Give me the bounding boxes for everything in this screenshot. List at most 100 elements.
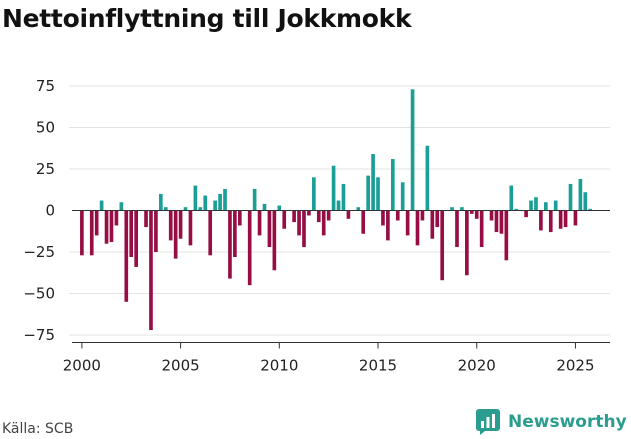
bar: [465, 210, 469, 276]
x-axis: 2000 2005 2010 2015 2020 2025: [63, 342, 610, 375]
bar: [504, 210, 509, 261]
bar: [282, 210, 287, 229]
bar: [134, 210, 138, 267]
bar: [218, 193, 222, 211]
bar: [588, 208, 593, 211]
y-tick-label: 25: [36, 160, 55, 178]
y-tick-label: −75: [23, 326, 55, 344]
bar: [262, 203, 267, 211]
bar: [223, 188, 227, 211]
bar: [109, 210, 114, 243]
bar: [312, 177, 316, 211]
bar: [371, 154, 375, 211]
bar: [247, 210, 252, 286]
bar: [297, 210, 301, 236]
bar: [410, 89, 415, 211]
bar: [573, 210, 578, 226]
bar: [149, 210, 153, 331]
bar: [292, 210, 296, 223]
y-tick-label: 75: [36, 77, 55, 95]
bar: [203, 195, 208, 211]
bar: [578, 178, 583, 211]
bar: [159, 193, 163, 211]
bar: [326, 210, 331, 221]
bar: [331, 165, 336, 211]
bar: [89, 210, 94, 256]
bar: [188, 210, 193, 246]
bar: [548, 210, 553, 233]
bar: [356, 207, 361, 211]
x-tick-label: 2020: [458, 357, 496, 375]
bar: [336, 200, 341, 211]
bar: [440, 210, 445, 281]
bar: [544, 202, 548, 211]
bars: [80, 89, 593, 331]
bar: [450, 207, 454, 211]
y-tick-label: −25: [23, 243, 55, 261]
bar: [539, 210, 543, 231]
bar: [553, 200, 558, 211]
source-label: Källa: SCB: [2, 421, 74, 437]
bar: [267, 210, 272, 248]
bar: [435, 210, 440, 228]
bar: [420, 210, 425, 221]
bar: [198, 207, 203, 211]
bar: [529, 200, 533, 211]
bar: [400, 182, 405, 211]
bar: [277, 205, 282, 211]
bar: [173, 210, 178, 259]
chart-title: Nettoinflyttning till Jokkmokk: [2, 4, 412, 33]
bar: [534, 197, 538, 211]
bar: [114, 210, 119, 226]
brand-name: Newsworthy: [508, 412, 627, 432]
bar: [405, 210, 410, 236]
bar: [479, 210, 484, 248]
bar: [129, 210, 134, 257]
bar: [568, 183, 573, 211]
bar: [213, 200, 217, 211]
gridlines: [69, 85, 610, 336]
x-tick-label: 2025: [556, 357, 594, 375]
x-tick-label: 2005: [161, 357, 199, 375]
bar: [509, 185, 514, 211]
bar: [583, 192, 588, 211]
bar: [104, 210, 109, 244]
bar: [376, 177, 380, 211]
bar: [168, 210, 173, 241]
y-tick-label: 50: [36, 119, 55, 137]
bar: [346, 210, 351, 219]
bar: [316, 210, 321, 223]
bar: [381, 210, 385, 226]
bar: [119, 202, 124, 211]
bar: [237, 210, 242, 226]
bar: [489, 210, 494, 221]
bar: [252, 188, 257, 211]
bar: [208, 210, 213, 256]
bar: [361, 210, 366, 234]
bar: [94, 210, 99, 236]
bar: [415, 210, 420, 246]
bar: [80, 210, 84, 256]
x-tick-label: 2010: [260, 357, 298, 375]
bar: [272, 210, 277, 271]
bar: [183, 207, 188, 211]
y-tick-label: −50: [23, 285, 55, 303]
bar: [321, 210, 326, 236]
bar: [563, 210, 568, 228]
bar: [391, 159, 395, 211]
bar: [302, 210, 306, 248]
bar: [154, 210, 158, 252]
y-axis-labels: −75 −50 −25 0 25 50 75: [23, 77, 55, 344]
bar: [386, 210, 390, 241]
bar: [425, 145, 430, 211]
newsworthy-logo: Newsworthy: [476, 409, 627, 435]
bar: [514, 208, 519, 211]
bar: [524, 210, 528, 218]
bar: [499, 210, 504, 234]
bar: [430, 210, 435, 239]
bar: [193, 185, 198, 211]
bar: [341, 183, 346, 211]
bar: [366, 175, 370, 211]
bar: [307, 210, 311, 216]
